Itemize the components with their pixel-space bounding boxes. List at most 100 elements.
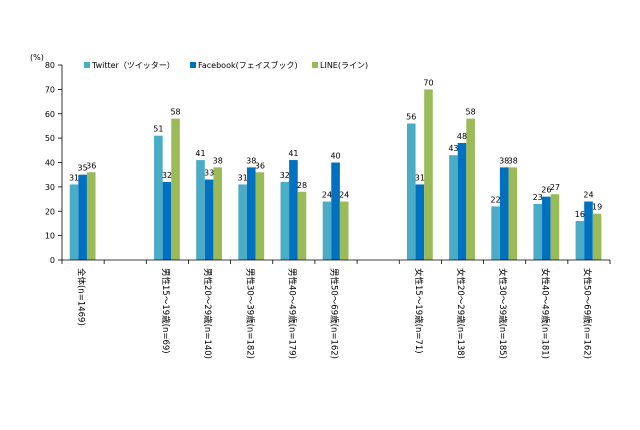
x-tick-label: 男性30～39歳(n=182) <box>244 268 255 359</box>
data-label: 43 <box>448 144 458 153</box>
y-tick-label: 50 <box>45 134 55 143</box>
legend-swatch <box>312 62 318 68</box>
data-label: 19 <box>592 203 602 212</box>
data-label: 35 <box>78 164 88 173</box>
data-label: 32 <box>162 171 172 180</box>
x-tick-label: 男性20～29歳(n=140) <box>202 268 213 359</box>
bar <box>575 221 585 260</box>
data-label: 16 <box>575 210 585 219</box>
bar <box>406 123 416 260</box>
data-label: 31 <box>69 173 79 182</box>
x-tick-label: 女性15～19歳(n=71) <box>413 268 424 354</box>
y-tick-label: 10 <box>45 232 55 241</box>
data-label: 48 <box>457 132 467 141</box>
data-label: 23 <box>533 193 543 202</box>
bar <box>280 182 290 260</box>
unit-label: (%) <box>30 53 44 62</box>
bar <box>213 167 223 260</box>
x-tick-label: 男性40～49歳(n=179) <box>286 268 297 359</box>
data-label: 56 <box>406 113 416 122</box>
y-tick-label: 40 <box>45 159 55 168</box>
y-tick-label: 30 <box>45 183 55 192</box>
data-label: 38 <box>213 156 223 165</box>
bar <box>584 201 593 260</box>
data-label: 24 <box>339 191 349 200</box>
data-label: 32 <box>280 171 290 180</box>
bar <box>171 118 180 260</box>
data-label: 38 <box>246 156 256 165</box>
data-label: 58 <box>170 108 180 117</box>
y-tick-label: 70 <box>45 85 55 94</box>
bar <box>542 196 551 260</box>
bar <box>550 194 560 260</box>
bars <box>69 89 602 260</box>
data-label: 70 <box>423 78 433 87</box>
data-label: 38 <box>499 156 509 165</box>
x-tick-label: 全体(n=1469) <box>76 268 87 326</box>
legend: Twitter（ツイッター） Facebook(フェイスブック) LINE(ライン) <box>84 60 368 70</box>
bar <box>415 184 425 260</box>
data-label: 41 <box>195 149 205 158</box>
data-label: 31 <box>238 173 248 182</box>
legend-label: Twitter（ツイッター） <box>91 61 175 70</box>
data-label: 24 <box>322 191 332 200</box>
y-tick-label: 60 <box>45 110 55 119</box>
bar <box>289 160 298 260</box>
data-label: 36 <box>86 161 96 170</box>
data-label: 58 <box>466 108 476 117</box>
data-label: 26 <box>541 186 551 195</box>
bar <box>449 155 458 260</box>
data-label: 51 <box>153 125 163 134</box>
bar <box>424 89 433 260</box>
bar <box>78 174 87 260</box>
y-axis: 0 10 20 30 40 50 60 70 80 <box>45 61 63 265</box>
bar <box>238 184 247 260</box>
bar <box>204 179 214 260</box>
bar <box>86 172 96 260</box>
x-tick-label: 女性30～39歳(n=185) <box>497 268 508 359</box>
data-label: 22 <box>490 195 500 204</box>
bar <box>331 162 340 260</box>
data-label: 38 <box>508 156 518 165</box>
bar <box>339 201 349 260</box>
y-tick-label: 80 <box>45 61 55 70</box>
data-label: 24 <box>583 191 593 200</box>
data-label: 41 <box>288 149 298 158</box>
x-tick-label: 女性40～49歳(n=181) <box>539 268 550 359</box>
bar <box>297 191 307 260</box>
legend-swatch <box>84 62 90 68</box>
bar <box>246 167 256 260</box>
legend-swatch <box>190 62 196 68</box>
x-tick-label: 女性50～69歳(n=162) <box>581 268 592 359</box>
bar <box>255 172 265 260</box>
bar <box>491 206 500 260</box>
y-tick-label: 20 <box>45 207 55 216</box>
legend-label: LINE(ライン) <box>320 61 368 70</box>
bar <box>154 135 163 260</box>
data-label: 31 <box>415 173 425 182</box>
data-label: 40 <box>330 152 340 161</box>
data-label: 33 <box>204 169 214 178</box>
x-axis: 全体(n=1469) 男性15～19歳(n=69) 男性20～29歳(n=140) 男… <box>61 259 611 359</box>
bar <box>592 213 602 260</box>
y-tick-label: 0 <box>50 256 55 265</box>
x-tick-label: 男性15～19歳(n=69) <box>160 268 171 354</box>
data-labels: 3135365132584133383138363241282440245631… <box>69 78 602 219</box>
data-label: 27 <box>550 183 560 192</box>
x-tick-label: 女性20～29歳(n=138) <box>455 268 466 359</box>
x-tick-label: 男性50～69歳(n=162) <box>329 268 340 359</box>
bar <box>508 167 518 260</box>
bar <box>322 201 332 260</box>
legend-label: Facebook(フェイスブック) <box>198 60 298 70</box>
data-label: 28 <box>297 181 307 190</box>
bar <box>196 160 205 260</box>
bar <box>69 184 79 260</box>
bar <box>162 182 172 260</box>
bar <box>466 118 475 260</box>
bar <box>457 143 467 260</box>
bar <box>499 167 509 260</box>
data-label: 36 <box>255 161 265 170</box>
bar <box>533 203 543 260</box>
